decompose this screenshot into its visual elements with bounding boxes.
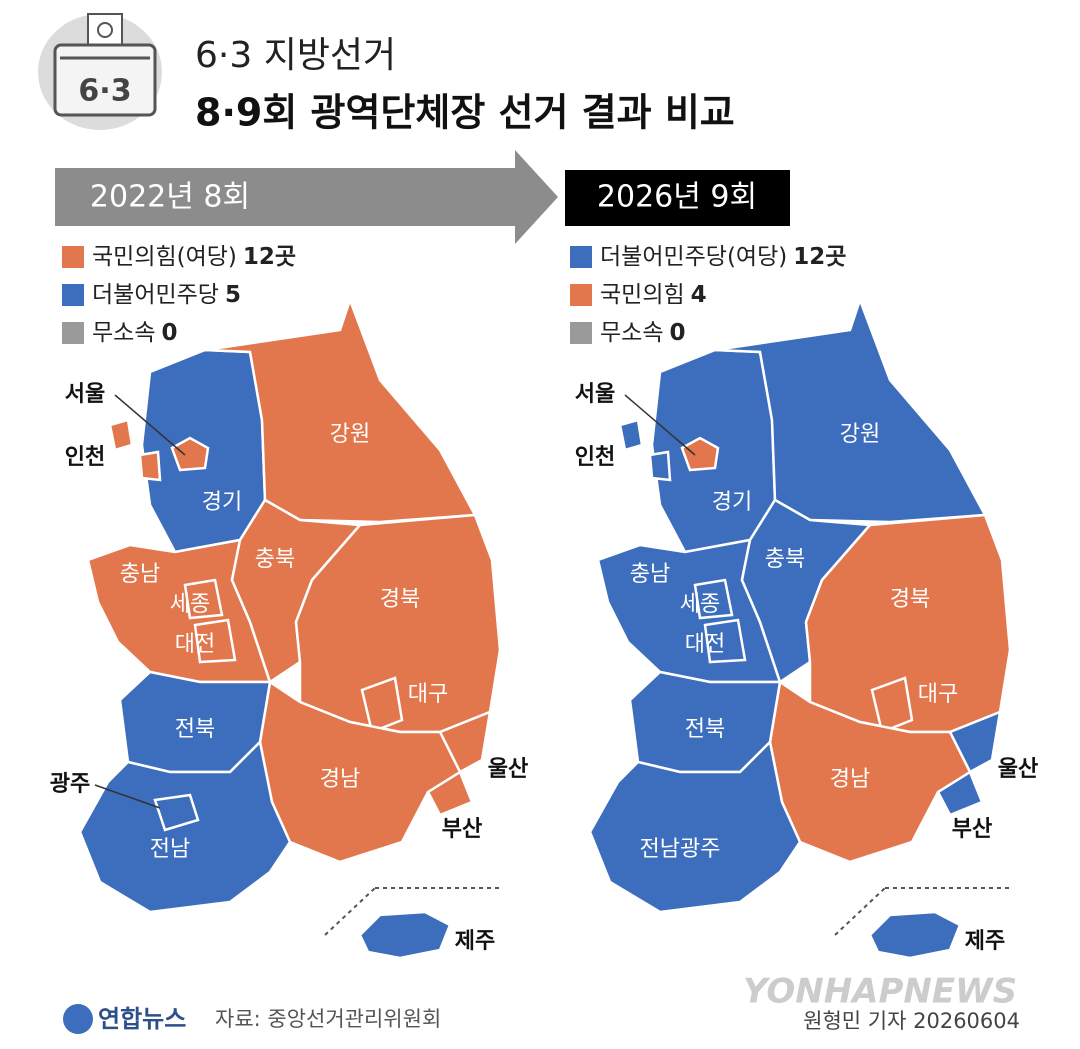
region-label: 울산 xyxy=(998,757,1038,782)
region xyxy=(703,618,747,664)
region-label: 대구 xyxy=(408,682,448,707)
region-label: 인천 xyxy=(575,445,615,470)
legend-count: 4 xyxy=(691,282,707,308)
legend-count: 0 xyxy=(669,320,685,346)
region-label: 강원 xyxy=(840,422,880,447)
region-label: 경기 xyxy=(712,490,752,515)
region-label: 전남광주 xyxy=(640,837,721,862)
banner-left: 2022년 8회 xyxy=(90,180,250,215)
legend-swatch xyxy=(570,246,592,268)
leader-line xyxy=(114,394,186,456)
region xyxy=(868,910,962,960)
legend-entry: 국민의힘 4 xyxy=(600,282,707,308)
region-label: 충남 xyxy=(120,562,160,587)
region-label: 서울 xyxy=(575,382,615,407)
legend-count: 12곳 xyxy=(793,244,846,270)
legend-label: 무소속 xyxy=(92,320,155,346)
watermark: YONHAPNEWS xyxy=(743,972,1017,1012)
region-label: 대전 xyxy=(175,632,215,657)
legend-count: 12곳 xyxy=(243,244,296,270)
logo-mark xyxy=(63,1004,93,1034)
region-label: 경기 xyxy=(202,490,242,515)
legend-entry: 더불어민주당(여당) 12곳 xyxy=(600,244,846,270)
region-label: 부산 xyxy=(442,817,482,842)
legend-label: 더불어민주당(여당) xyxy=(600,244,787,270)
banner-box xyxy=(565,170,790,226)
region-label: 경남 xyxy=(830,767,870,792)
region-label: 인천 xyxy=(65,445,105,470)
legend-swatch xyxy=(62,246,84,268)
legend-count: 0 xyxy=(161,320,177,346)
credit: 원형민 기자 20260604 xyxy=(803,1009,1020,1033)
legend-label: 국민의힘 xyxy=(600,282,685,308)
region xyxy=(170,436,210,472)
legend-label: 더불어민주당 xyxy=(92,282,219,308)
region-label: 전남 xyxy=(150,837,190,862)
legend-swatch xyxy=(570,322,592,344)
region-label: 세종 xyxy=(680,592,720,617)
legend-entry: 더불어민주당 5 xyxy=(92,282,241,308)
region-label: 울산 xyxy=(488,757,528,782)
legend-label: 무소속 xyxy=(600,320,663,346)
region-label: 경남 xyxy=(320,767,360,792)
region xyxy=(358,910,452,960)
region xyxy=(680,436,720,472)
region-label: 전북 xyxy=(175,717,215,742)
region xyxy=(193,618,237,664)
region xyxy=(693,578,734,620)
jeju-divider xyxy=(324,887,376,936)
region-label: 강원 xyxy=(330,422,370,447)
region-label: 충북 xyxy=(765,547,805,572)
region xyxy=(183,578,224,620)
leader-line xyxy=(94,784,161,809)
region-label: 광주 xyxy=(50,772,90,797)
banner-arrow xyxy=(55,150,558,244)
region-label: 전북 xyxy=(685,717,725,742)
ballot-icon: 6·3 xyxy=(38,13,162,130)
jeju-divider xyxy=(834,887,886,936)
legend-swatch xyxy=(62,322,84,344)
region-label: 세종 xyxy=(170,592,210,617)
region-label: 대전 xyxy=(685,632,725,657)
region xyxy=(153,793,200,832)
region xyxy=(648,450,672,482)
icon-label: 6·3 xyxy=(78,74,131,109)
legend-entry: 무소속 0 xyxy=(92,320,178,346)
region xyxy=(360,676,404,734)
legend-entry: 국민의힘(여당) 12곳 xyxy=(92,244,296,270)
legend-label: 국민의힘(여당) xyxy=(92,244,237,270)
region-label: 제주 xyxy=(965,929,1005,954)
region xyxy=(870,676,914,734)
legend-swatch xyxy=(62,284,84,306)
region-label: 충북 xyxy=(255,547,295,572)
region-label: 부산 xyxy=(952,817,992,842)
region xyxy=(108,418,134,452)
region-label: 경북 xyxy=(380,587,420,612)
title: 8·9회 광역단체장 선거 결과 비교 xyxy=(195,91,735,135)
legend-count: 5 xyxy=(225,282,241,308)
region xyxy=(138,450,162,482)
kicker: 6·3 지방선거 xyxy=(195,35,396,76)
legend-swatch xyxy=(570,284,592,306)
region-label: 대구 xyxy=(918,682,958,707)
region-label: 충남 xyxy=(630,562,670,587)
region xyxy=(618,418,644,452)
logo: 연합뉴스 xyxy=(98,1005,186,1033)
region-label: 서울 xyxy=(65,382,105,407)
region xyxy=(588,739,802,914)
leader-line xyxy=(624,394,696,456)
region-label: 제주 xyxy=(455,929,495,954)
legend-entry: 무소속 0 xyxy=(600,320,686,346)
region-label: 경북 xyxy=(890,587,930,612)
source: 자료: 중앙선거관리위원회 xyxy=(215,1007,441,1031)
banner-right: 2026년 9회 xyxy=(597,180,757,215)
region xyxy=(78,739,292,914)
